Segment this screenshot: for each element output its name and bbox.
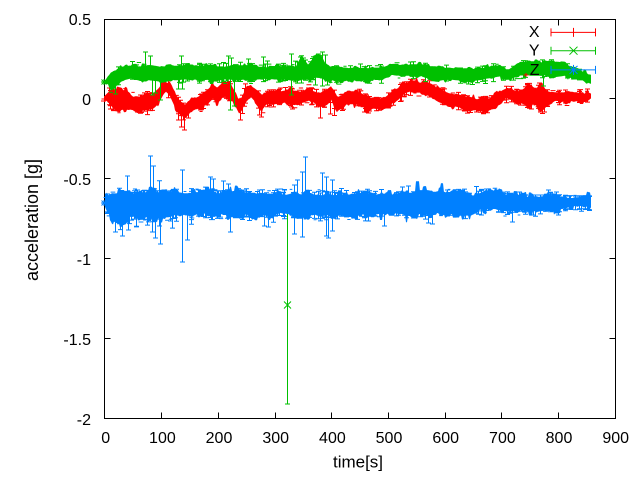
svg-text:400: 400	[319, 430, 346, 447]
svg-text:300: 300	[262, 430, 289, 447]
svg-text:500: 500	[376, 430, 403, 447]
svg-text:-2: -2	[77, 412, 91, 429]
svg-text:acceleration [g]: acceleration [g]	[22, 159, 42, 281]
svg-text:0: 0	[101, 430, 110, 447]
svg-text:X: X	[529, 24, 540, 41]
svg-text:600: 600	[432, 430, 459, 447]
svg-text:-1.5: -1.5	[63, 332, 91, 349]
svg-text:-0.5: -0.5	[63, 172, 91, 189]
svg-text:200: 200	[206, 430, 233, 447]
svg-text:0: 0	[82, 92, 91, 109]
svg-text:100: 100	[149, 430, 176, 447]
svg-text:-1: -1	[77, 252, 91, 269]
svg-text:time[s]: time[s]	[333, 453, 383, 472]
svg-text:Y: Y	[529, 43, 540, 60]
svg-text:800: 800	[546, 430, 573, 447]
svg-text:900: 900	[602, 430, 629, 447]
svg-text:700: 700	[489, 430, 516, 447]
svg-text:Z: Z	[530, 62, 540, 79]
svg-text:0.5: 0.5	[69, 12, 91, 29]
